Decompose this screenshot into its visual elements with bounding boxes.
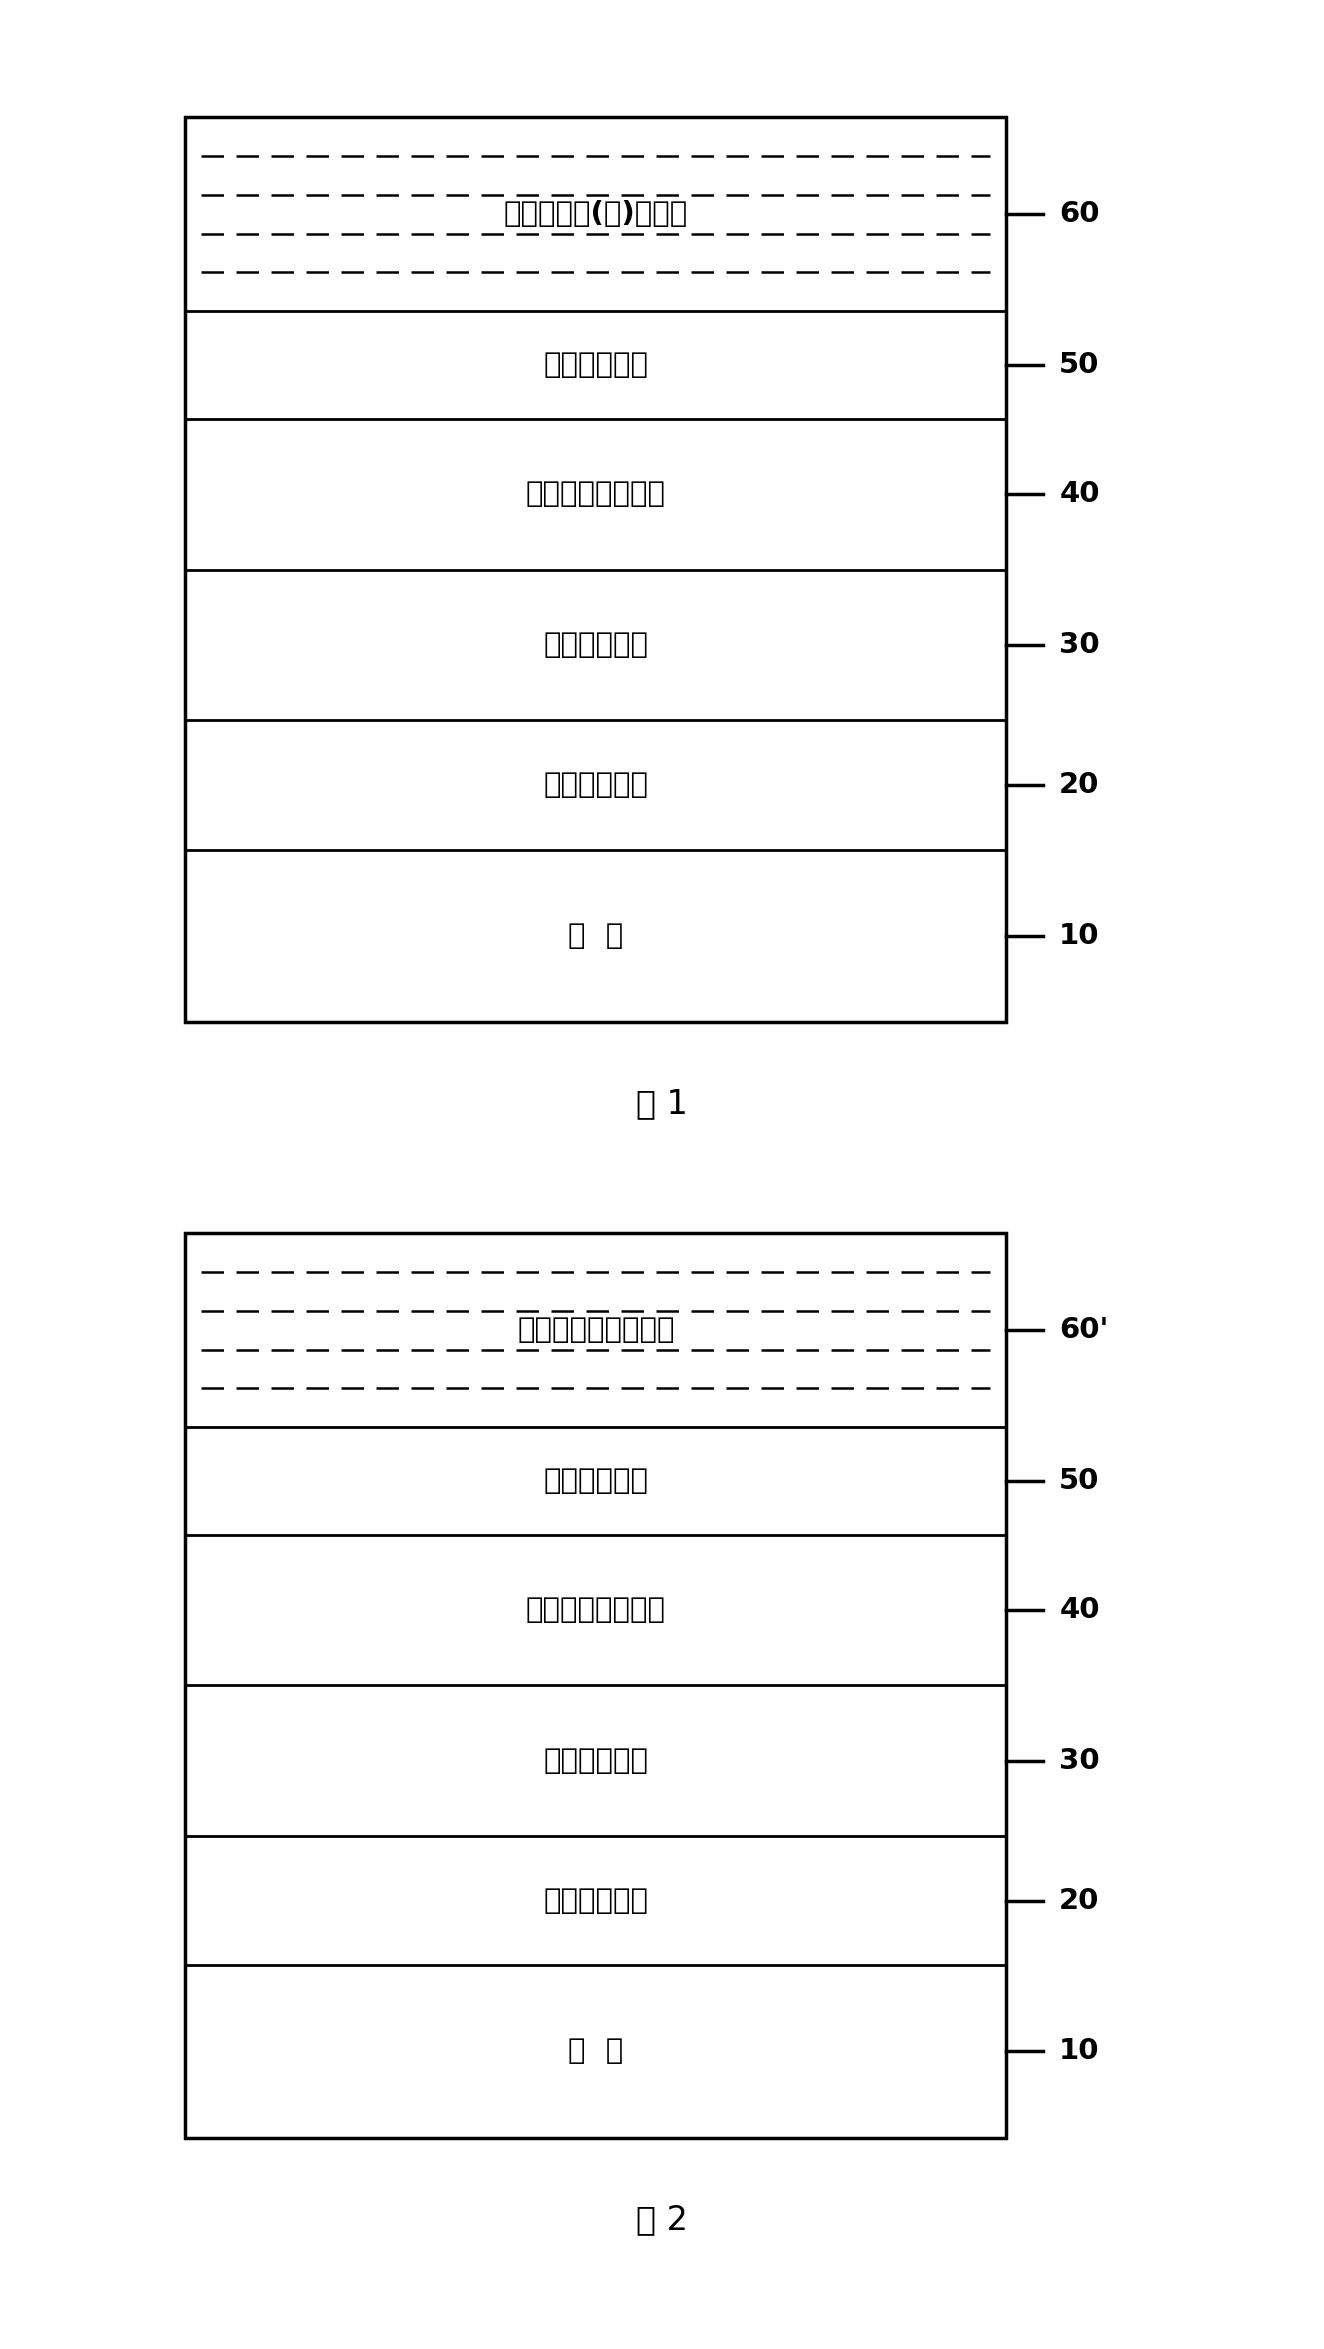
Text: 40: 40 xyxy=(1059,479,1100,507)
Bar xyxy=(185,1233,1006,2138)
Text: 60: 60 xyxy=(1059,200,1100,228)
Text: 氮化镓高阻层: 氮化镓高阻层 xyxy=(543,632,649,660)
Text: 高迁移率氮化镓层: 高迁移率氮化镓层 xyxy=(526,1595,666,1623)
Text: 20: 20 xyxy=(1059,770,1099,799)
Text: 20: 20 xyxy=(1059,1886,1099,1914)
Text: 低温氮化镓层: 低温氮化镓层 xyxy=(543,770,649,799)
Text: 衬  底: 衬 底 xyxy=(568,2037,624,2065)
Text: 氮化铝插入层: 氮化铝插入层 xyxy=(543,1466,649,1494)
Text: 铝组分阶变铝镓氮层: 铝组分阶变铝镓氮层 xyxy=(518,1315,674,1344)
Bar xyxy=(185,117,1006,1022)
Text: 10: 10 xyxy=(1059,921,1100,949)
Text: 图 1: 图 1 xyxy=(636,1088,688,1120)
Text: 30: 30 xyxy=(1059,632,1100,660)
Text: 40: 40 xyxy=(1059,1595,1100,1623)
Text: 50: 50 xyxy=(1059,1466,1099,1494)
Text: 10: 10 xyxy=(1059,2037,1100,2065)
Text: 组分阶变铝(铟)镓氮层: 组分阶变铝(铟)镓氮层 xyxy=(503,200,688,228)
Text: 低温氮化镓层: 低温氮化镓层 xyxy=(543,1886,649,1914)
Text: 氮化镓高阻层: 氮化镓高阻层 xyxy=(543,1748,649,1776)
Text: 氮化铝插入层: 氮化铝插入层 xyxy=(543,350,649,378)
Text: 衬  底: 衬 底 xyxy=(568,921,624,949)
Text: 高迁移率氮化镓层: 高迁移率氮化镓层 xyxy=(526,479,666,507)
Text: 60': 60' xyxy=(1059,1315,1108,1344)
Text: 50: 50 xyxy=(1059,350,1099,378)
Text: 图 2: 图 2 xyxy=(636,2203,688,2236)
Text: 30: 30 xyxy=(1059,1748,1100,1776)
